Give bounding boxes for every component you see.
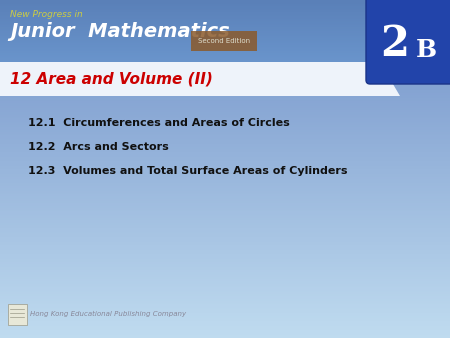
Text: 12 Area and Volume (II): 12 Area and Volume (II) (10, 72, 213, 87)
Text: New Progress in: New Progress in (10, 10, 83, 19)
Text: 12.3  Volumes and Total Surface Areas of Cylinders: 12.3 Volumes and Total Surface Areas of … (28, 166, 347, 176)
Text: Hong Kong Educational Publishing Company: Hong Kong Educational Publishing Company (30, 311, 186, 317)
Text: Junior  Mathematics: Junior Mathematics (10, 22, 230, 41)
FancyBboxPatch shape (8, 304, 27, 324)
Text: 12.2  Arcs and Sectors: 12.2 Arcs and Sectors (28, 142, 169, 152)
Polygon shape (0, 62, 400, 96)
Text: Second Edition: Second Edition (198, 38, 250, 44)
Text: 2: 2 (380, 23, 409, 65)
Text: 12.1  Circumferences and Areas of Circles: 12.1 Circumferences and Areas of Circles (28, 118, 290, 128)
Text: B: B (415, 38, 436, 62)
FancyBboxPatch shape (366, 0, 450, 84)
